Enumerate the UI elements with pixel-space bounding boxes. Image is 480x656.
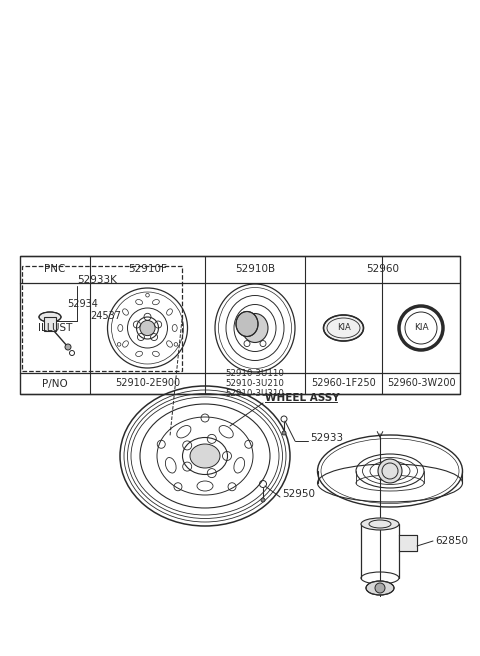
Text: 52910B: 52910B [235,264,275,274]
Ellipse shape [324,315,363,341]
Ellipse shape [366,581,394,595]
Text: 52910F: 52910F [128,264,167,274]
Text: 52960-1F250: 52960-1F250 [311,379,376,388]
Text: WHEEL ASSY: WHEEL ASSY [265,393,340,403]
Ellipse shape [242,314,268,342]
Polygon shape [399,535,417,551]
Bar [22,266,182,371]
Circle shape [65,344,71,350]
Bar [20,256,460,394]
Text: KIA: KIA [414,323,428,333]
Circle shape [378,459,402,483]
Circle shape [282,431,286,435]
Ellipse shape [39,312,61,322]
Text: 52910-2E900: 52910-2E900 [115,379,180,388]
Ellipse shape [236,312,258,337]
Text: 52960-3W200: 52960-3W200 [387,379,456,388]
Ellipse shape [140,320,155,336]
Text: 52960: 52960 [366,264,399,274]
Text: 52934: 52934 [67,299,98,309]
Text: 52950: 52950 [282,489,315,499]
Ellipse shape [361,518,399,530]
Text: 52933K: 52933K [77,275,117,285]
Text: 52933: 52933 [310,433,343,443]
Text: PNC: PNC [44,264,66,274]
Circle shape [375,583,385,593]
Circle shape [261,498,265,502]
Text: KIA: KIA [336,323,350,333]
Text: 24537: 24537 [90,311,121,321]
Text: ILLUST: ILLUST [38,323,72,333]
Text: 52910-3U110
52910-3U210
52910-3U310: 52910-3U110 52910-3U210 52910-3U310 [226,369,285,398]
Circle shape [399,306,443,350]
Text: 62850: 62850 [435,536,468,546]
Ellipse shape [190,444,220,468]
Bar [44,317,56,331]
Text: P/NO: P/NO [42,379,68,388]
